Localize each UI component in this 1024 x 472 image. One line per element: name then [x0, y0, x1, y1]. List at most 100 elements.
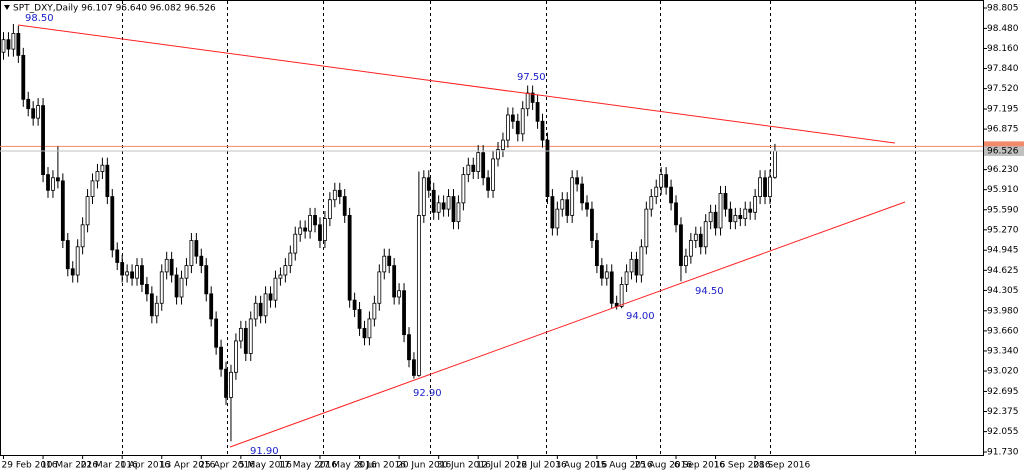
candle-body	[214, 318, 219, 348]
candle-body	[748, 208, 753, 213]
candle-body	[595, 240, 599, 267]
candle-body	[505, 114, 510, 141]
trendline	[229, 201, 906, 448]
candle-body	[708, 211, 713, 223]
candle-body	[421, 177, 426, 216]
x-tick-label: 29 Feb 2016	[2, 461, 58, 471]
candle-body	[491, 158, 495, 191]
candle-body	[397, 290, 402, 298]
candle-body	[55, 177, 60, 182]
x-tick-label: 17 May 2016	[278, 461, 337, 471]
candle-body	[110, 196, 115, 251]
candle-body	[238, 327, 243, 342]
candle-body	[451, 196, 456, 223]
y-tick-label: 94.625	[987, 266, 1019, 276]
candle-body	[120, 262, 125, 276]
candle-body	[476, 152, 481, 172]
candle-body	[327, 199, 332, 219]
candle-body	[234, 340, 238, 373]
candle-body	[1, 39, 6, 53]
candle-body	[461, 174, 466, 204]
trendline	[17, 24, 896, 144]
candle-body	[184, 265, 189, 279]
x-tick-label: 22 Mar 2016	[81, 461, 138, 471]
candle-body	[248, 318, 253, 354]
candle-body	[36, 105, 41, 119]
y-tick-label: 95.910	[987, 185, 1019, 195]
candle-body	[570, 177, 575, 216]
candle-body	[738, 215, 743, 219]
candle-body	[65, 240, 70, 270]
candle-body	[337, 189, 342, 197]
candle-body	[362, 327, 367, 339]
x-tick-label: 28 Sep 2016	[753, 461, 810, 471]
candle-body	[540, 120, 545, 141]
candle-body	[323, 218, 327, 241]
candle-body	[392, 265, 397, 298]
candle-body	[16, 33, 21, 56]
y-tick-label: 93.340	[987, 346, 1019, 356]
candle-body	[634, 258, 639, 276]
candle-body	[145, 284, 149, 295]
candle-body	[679, 224, 683, 267]
candle-body	[431, 189, 436, 213]
candle-body	[115, 249, 120, 263]
candle-body	[471, 164, 476, 172]
candle-body	[31, 108, 36, 119]
price-label: 96.526	[987, 147, 1019, 157]
candle-body	[773, 150, 777, 178]
candle-body	[644, 208, 649, 248]
candle-body	[565, 199, 570, 216]
candle-body	[70, 268, 75, 276]
candle-body	[51, 177, 55, 191]
candle-body	[135, 265, 139, 279]
x-tick-label: 25 Apr 2016	[199, 461, 255, 471]
candle-body	[90, 180, 95, 197]
candle-body	[125, 271, 130, 276]
candle-body	[288, 252, 293, 267]
candle-body	[268, 293, 273, 301]
candle-body	[713, 211, 718, 229]
y-tick-label: 94.305	[987, 286, 1019, 296]
candle-body	[60, 180, 65, 241]
candle-body	[130, 271, 134, 279]
candle-body	[105, 164, 110, 197]
candle-body	[674, 202, 678, 226]
candle-body	[624, 271, 629, 285]
candle-body	[258, 302, 263, 317]
candle-body	[159, 271, 164, 304]
candle-body	[154, 302, 159, 317]
candle-body	[703, 221, 708, 248]
candle-body	[169, 258, 174, 276]
candle-body	[21, 54, 26, 100]
annotation: 91.90	[250, 446, 279, 457]
x-tick-label: 3 Aug 2016	[555, 461, 607, 471]
candle-body	[412, 359, 416, 376]
candle-body	[352, 299, 357, 310]
candle-body	[575, 177, 580, 185]
candle-body	[580, 183, 584, 204]
candle-body	[372, 302, 377, 320]
marks	[0, 24, 983, 442]
candle-body	[585, 202, 589, 210]
price-label-box	[984, 146, 1024, 157]
candle-body	[382, 255, 387, 273]
x-tick-label: 20 Jun 2016	[397, 461, 451, 471]
y-tick-label: 97.840	[987, 64, 1019, 74]
candle-body	[407, 334, 411, 361]
candle-body	[26, 98, 31, 110]
candle-body	[342, 196, 347, 216]
x-tick-label: 22 Jul 2016	[516, 461, 567, 471]
candle-body	[456, 202, 461, 223]
y-tick-label: 96.230	[987, 165, 1019, 175]
candle-body	[590, 208, 594, 241]
candle-body	[510, 114, 515, 122]
candle-body	[204, 265, 209, 295]
candle-body	[377, 271, 382, 304]
candle-body	[481, 152, 486, 179]
candle-body	[95, 171, 100, 182]
y-tick-label: 93.980	[987, 306, 1019, 316]
candle-body	[763, 177, 767, 197]
y-tick-label: 92.375	[987, 407, 1019, 417]
candle-body	[550, 196, 555, 229]
